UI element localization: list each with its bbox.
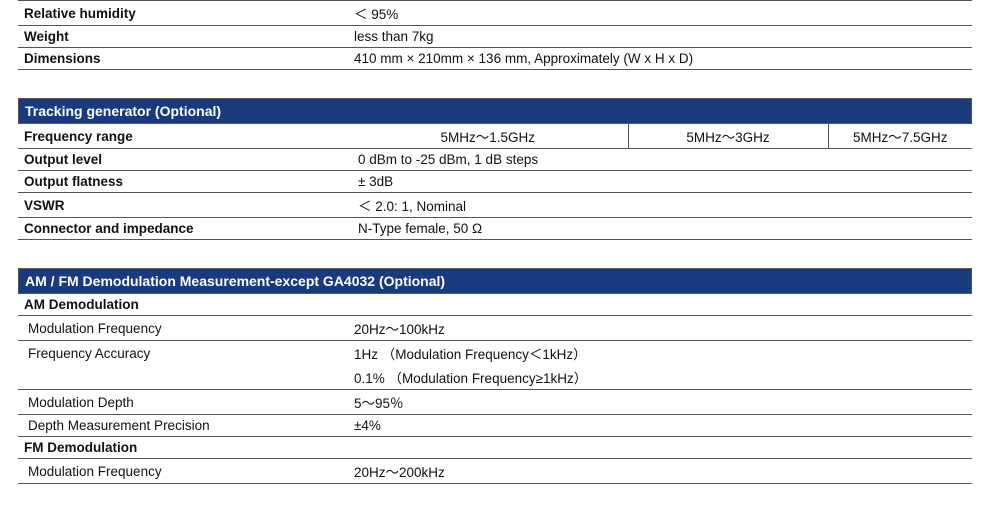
section-header: Tracking generator (Optional) bbox=[18, 98, 972, 123]
spec-value: 410 mm × 210mm × 136 mm, Approximately (… bbox=[348, 48, 972, 70]
table-row: Modulation Frequency 20Hz～200kHz bbox=[18, 459, 972, 484]
freq-range-3: 5MHz～7.5GHz bbox=[828, 124, 972, 149]
spec-label: Modulation Frequency bbox=[18, 459, 348, 484]
spec-value: N-Type female, 50 Ω bbox=[348, 218, 972, 240]
table-row: Relative humidity ＜ 95% bbox=[18, 1, 972, 26]
table-row: Frequency Accuracy 1Hz （Modulation Frequ… bbox=[18, 341, 972, 366]
spec-label: Output level bbox=[18, 149, 348, 171]
table-row: Weight less than 7kg bbox=[18, 26, 972, 48]
demodulation-section: AM / FM Demodulation Measurement-except … bbox=[18, 268, 972, 484]
spec-label: Modulation Frequency bbox=[18, 316, 348, 341]
table-row: Output level 0 dBm to -25 dBm, 1 dB step… bbox=[18, 149, 972, 171]
spec-label: Modulation Depth bbox=[18, 390, 348, 415]
fm-subheader-row: FM Demodulation bbox=[18, 437, 972, 459]
fm-subheader: FM Demodulation bbox=[18, 437, 972, 459]
spec-label: Dimensions bbox=[18, 48, 348, 70]
table-row: Output flatness ± 3dB bbox=[18, 171, 972, 193]
spec-value: less than 7kg bbox=[348, 26, 972, 48]
spec-value: 1Hz （Modulation Frequency＜1kHz） bbox=[348, 341, 972, 366]
spec-value: ＜ 2.0: 1, Nominal bbox=[348, 193, 972, 218]
general-specs-section: Relative humidity ＜ 95% Weight less than… bbox=[18, 0, 972, 70]
spec-value: 5～95％ bbox=[348, 390, 972, 415]
am-subheader: AM Demodulation bbox=[18, 294, 972, 316]
spec-label: Connector and impedance bbox=[18, 218, 348, 240]
freq-range-1: 5MHz～1.5GHz bbox=[348, 124, 628, 149]
table-row: Depth Measurement Precision ±4% bbox=[18, 415, 972, 437]
section-header: AM / FM Demodulation Measurement-except … bbox=[18, 268, 972, 293]
spec-label: VSWR bbox=[18, 193, 348, 218]
spec-label: Frequency range bbox=[18, 124, 348, 149]
tracking-generator-table: Frequency range 5MHz～1.5GHz 5MHz～3GHz 5M… bbox=[18, 123, 972, 240]
spec-label: Weight bbox=[18, 26, 348, 48]
spec-value: 0 dBm to -25 dBm, 1 dB steps bbox=[348, 149, 972, 171]
demodulation-table: AM Demodulation Modulation Frequency 20H… bbox=[18, 293, 972, 484]
spec-value: 20Hz～200kHz bbox=[348, 459, 972, 484]
table-row: Modulation Depth 5～95％ bbox=[18, 390, 972, 415]
spec-value: ＜ 95% bbox=[348, 1, 972, 26]
table-row: Connector and impedance N-Type female, 5… bbox=[18, 218, 972, 240]
general-specs-table: Relative humidity ＜ 95% Weight less than… bbox=[18, 0, 972, 70]
spec-value: 0.1% （Modulation Frequency≥1kHz） bbox=[348, 365, 972, 390]
freq-range-2: 5MHz～3GHz bbox=[628, 124, 828, 149]
am-subheader-row: AM Demodulation bbox=[18, 294, 972, 316]
table-row: Dimensions 410 mm × 210mm × 136 mm, Appr… bbox=[18, 48, 972, 70]
tracking-generator-section: Tracking generator (Optional) Frequency … bbox=[18, 98, 972, 240]
table-row: VSWR ＜ 2.0: 1, Nominal bbox=[18, 193, 972, 218]
spec-label: Relative humidity bbox=[18, 1, 348, 26]
spec-label: Output flatness bbox=[18, 171, 348, 193]
spec-value: ± 3dB bbox=[348, 171, 972, 193]
spec-label bbox=[18, 365, 348, 390]
table-row: Frequency range 5MHz～1.5GHz 5MHz～3GHz 5M… bbox=[18, 124, 972, 149]
spec-label: Depth Measurement Precision bbox=[18, 415, 348, 437]
table-row: 0.1% （Modulation Frequency≥1kHz） bbox=[18, 365, 972, 390]
spec-value: 20Hz～100kHz bbox=[348, 316, 972, 341]
spec-label: Frequency Accuracy bbox=[18, 341, 348, 366]
spec-value: ±4% bbox=[348, 415, 972, 437]
table-row: Modulation Frequency 20Hz～100kHz bbox=[18, 316, 972, 341]
